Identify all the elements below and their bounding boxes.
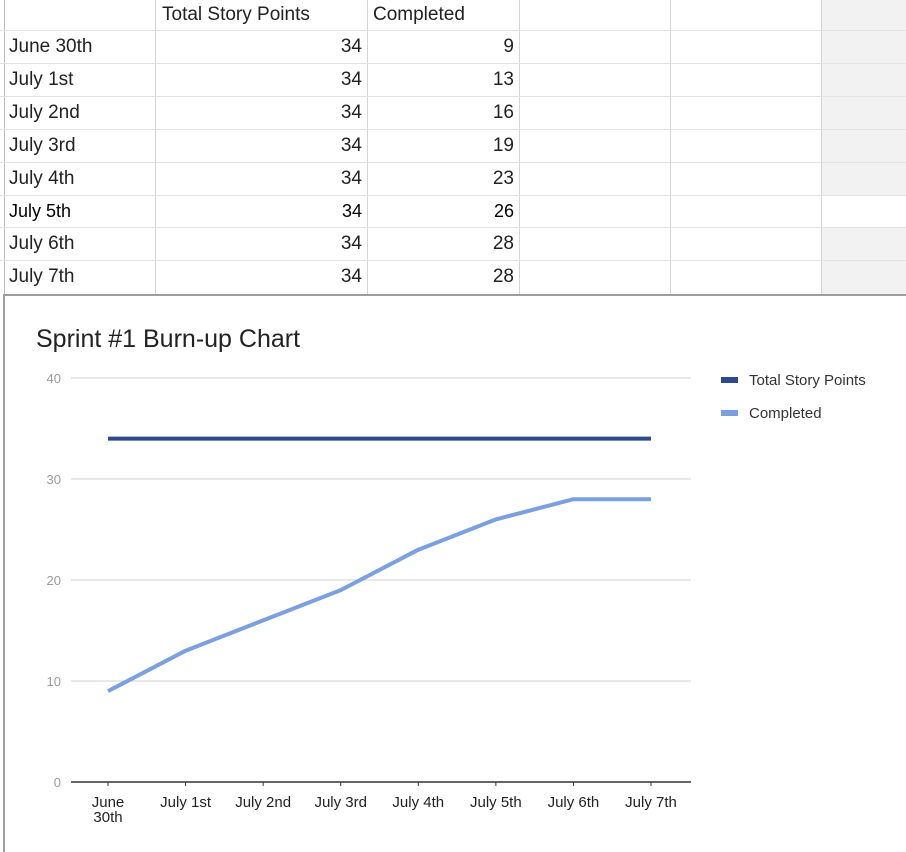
grid-line xyxy=(0,63,906,64)
row-date-cell[interactable]: June 30th xyxy=(9,36,93,57)
row-date-cell[interactable]: July 7th xyxy=(9,266,75,287)
chart-panel[interactable]: Sprint #1 Burn-up Chart 0 10 20 30 40 June 30… xyxy=(3,294,906,852)
grid-line xyxy=(0,96,906,97)
grid-line xyxy=(367,0,368,295)
column-shade xyxy=(822,228,906,295)
legend-swatch xyxy=(721,377,738,383)
y-tick-label: 0 xyxy=(54,775,61,790)
row-completed-cell[interactable]: 9 xyxy=(503,36,514,57)
row-date-cell[interactable]: July 3rd xyxy=(9,135,76,156)
grid-line xyxy=(4,0,5,295)
grid-line xyxy=(0,260,906,261)
x-tick-label: July 2nd xyxy=(235,794,291,811)
series-line-completed[interactable] xyxy=(107,497,651,693)
x-tick-label: July 5th xyxy=(470,794,522,811)
x-tick-label: June 30th xyxy=(92,794,125,826)
grid-line xyxy=(0,30,906,31)
row-completed-cell[interactable]: 19 xyxy=(492,135,514,156)
x-tick-label: July 3rd xyxy=(314,794,367,811)
x-tick-label: July 4th xyxy=(392,794,444,811)
header-completed[interactable]: Completed xyxy=(373,4,465,25)
burnup-chart: Sprint #1 Burn-up Chart 0 10 20 30 40 June 30… xyxy=(36,325,866,826)
row-total-cell[interactable]: 34 xyxy=(340,168,362,189)
legend-label-completed[interactable]: Completed xyxy=(749,405,822,422)
row-completed-cell[interactable]: 23 xyxy=(492,168,514,189)
grid-line xyxy=(0,129,906,130)
grid-line xyxy=(155,0,156,295)
x-tick-label: July 1st xyxy=(160,794,212,811)
spreadsheet-grid: Total Story Points Completed June 30th 3… xyxy=(0,0,906,295)
row-completed-cell[interactable]: 28 xyxy=(492,233,514,254)
y-tick-label: 20 xyxy=(47,573,61,588)
grid-line xyxy=(670,0,671,295)
row-date-cell[interactable]: July 5th xyxy=(9,201,72,221)
y-tick-label: 40 xyxy=(47,371,61,386)
row-total-cell[interactable]: 34 xyxy=(340,233,362,254)
y-tick-label: 10 xyxy=(47,674,61,689)
row-date-cell[interactable]: July 2nd xyxy=(9,102,80,123)
row-completed-cell[interactable]: 13 xyxy=(492,69,514,90)
legend-swatch xyxy=(721,410,738,416)
grid-line xyxy=(0,162,906,163)
grid-line xyxy=(0,227,906,228)
chart-title: Sprint #1 Burn-up Chart xyxy=(36,325,300,353)
y-tick-label: 30 xyxy=(47,472,61,487)
row-completed-cell[interactable]: 28 xyxy=(492,266,514,287)
row-total-cell[interactable]: 34 xyxy=(340,135,362,156)
row-date-cell[interactable]: July 4th xyxy=(9,168,75,189)
row-total-cell[interactable]: 34 xyxy=(340,69,362,90)
x-tick-label: July 7th xyxy=(625,794,677,811)
grid-line xyxy=(519,0,520,295)
row-total-cell[interactable]: 34 xyxy=(340,36,362,57)
column-shade xyxy=(822,0,906,196)
row-total-cell[interactable]: 34 xyxy=(340,266,362,287)
row-total-cell[interactable]: 34 xyxy=(340,102,362,123)
legend-label-total-story-points[interactable]: Total Story Points xyxy=(749,372,866,389)
grid-line xyxy=(821,0,822,295)
grid-line xyxy=(0,195,906,196)
x-tick-label: July 6th xyxy=(548,794,600,811)
row-date-cell[interactable]: July 1st xyxy=(9,69,74,90)
row-completed-cell[interactable]: 26 xyxy=(493,201,514,221)
row-date-cell[interactable]: July 6th xyxy=(9,233,75,254)
header-total-story-points[interactable]: Total Story Points xyxy=(162,4,310,25)
row-total-cell[interactable]: 34 xyxy=(341,201,362,221)
row-completed-cell[interactable]: 16 xyxy=(492,102,514,123)
